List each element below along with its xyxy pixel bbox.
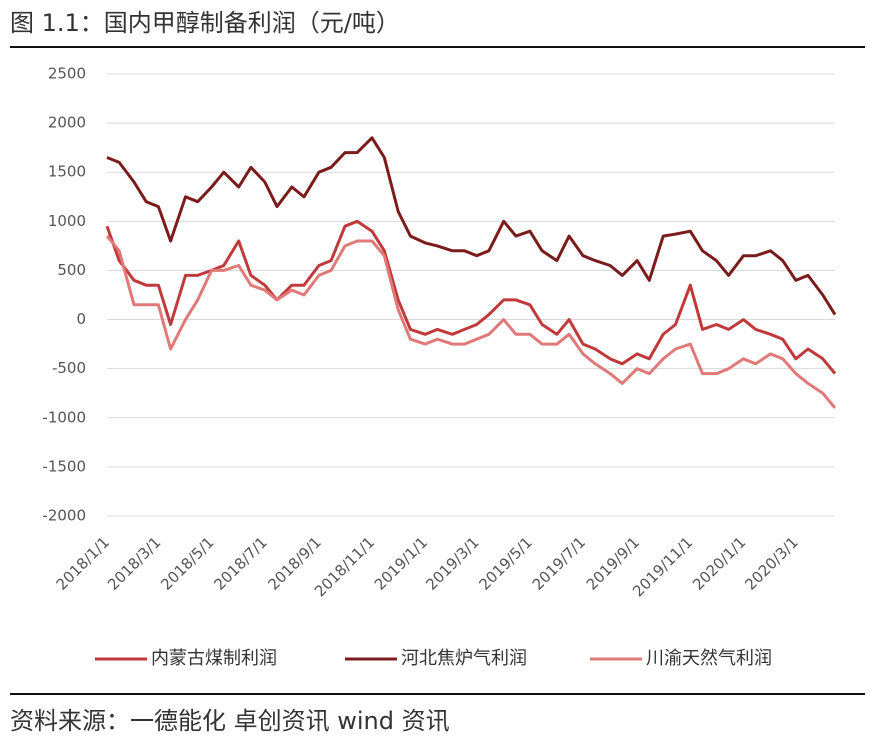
series-line <box>105 235 837 409</box>
y-tick-label: -1000 <box>42 408 86 426</box>
y-tick-label: 500 <box>57 261 86 279</box>
series-line <box>105 219 837 375</box>
y-tick-label: 2500 <box>48 65 86 83</box>
x-tick-label: 2018/1/1 <box>53 533 113 593</box>
x-tick-label: 2018/3/1 <box>104 533 164 593</box>
y-tick-label: -1500 <box>42 457 86 475</box>
x-tick-label: 2018/7/1 <box>210 533 270 593</box>
title: 图 1.1：国内甲醇制备利润（元/吨） <box>10 9 400 37</box>
legend-label: 川渝天然气利润 <box>646 648 772 669</box>
series-line <box>106 136 837 316</box>
y-tick-label: -500 <box>52 359 86 377</box>
x-tick-label: 2019/3/1 <box>422 533 482 593</box>
y-tick-label: -2000 <box>42 507 86 525</box>
y-tick-label: 0 <box>76 310 86 328</box>
y-tick-label: 1000 <box>48 212 86 230</box>
x-tick-label: 2018/5/1 <box>157 533 217 593</box>
x-tick-label: 2019/7/1 <box>529 533 589 593</box>
x-tick-label: 2019/1/1 <box>371 533 431 593</box>
x-tick-label: 2020/1/1 <box>689 533 749 593</box>
legend-label: 河北焦炉气利润 <box>401 648 527 669</box>
legend-label: 内蒙古煤制利润 <box>151 648 277 669</box>
source: 资料来源：一德能化 卓创资讯 wind 资讯 <box>10 707 450 735</box>
x-tick-label: 2020/3/1 <box>741 533 801 593</box>
x-tick-label: 2019/5/1 <box>475 533 535 593</box>
y-tick-label: 2000 <box>48 114 86 132</box>
y-tick-label: 1500 <box>48 163 86 181</box>
